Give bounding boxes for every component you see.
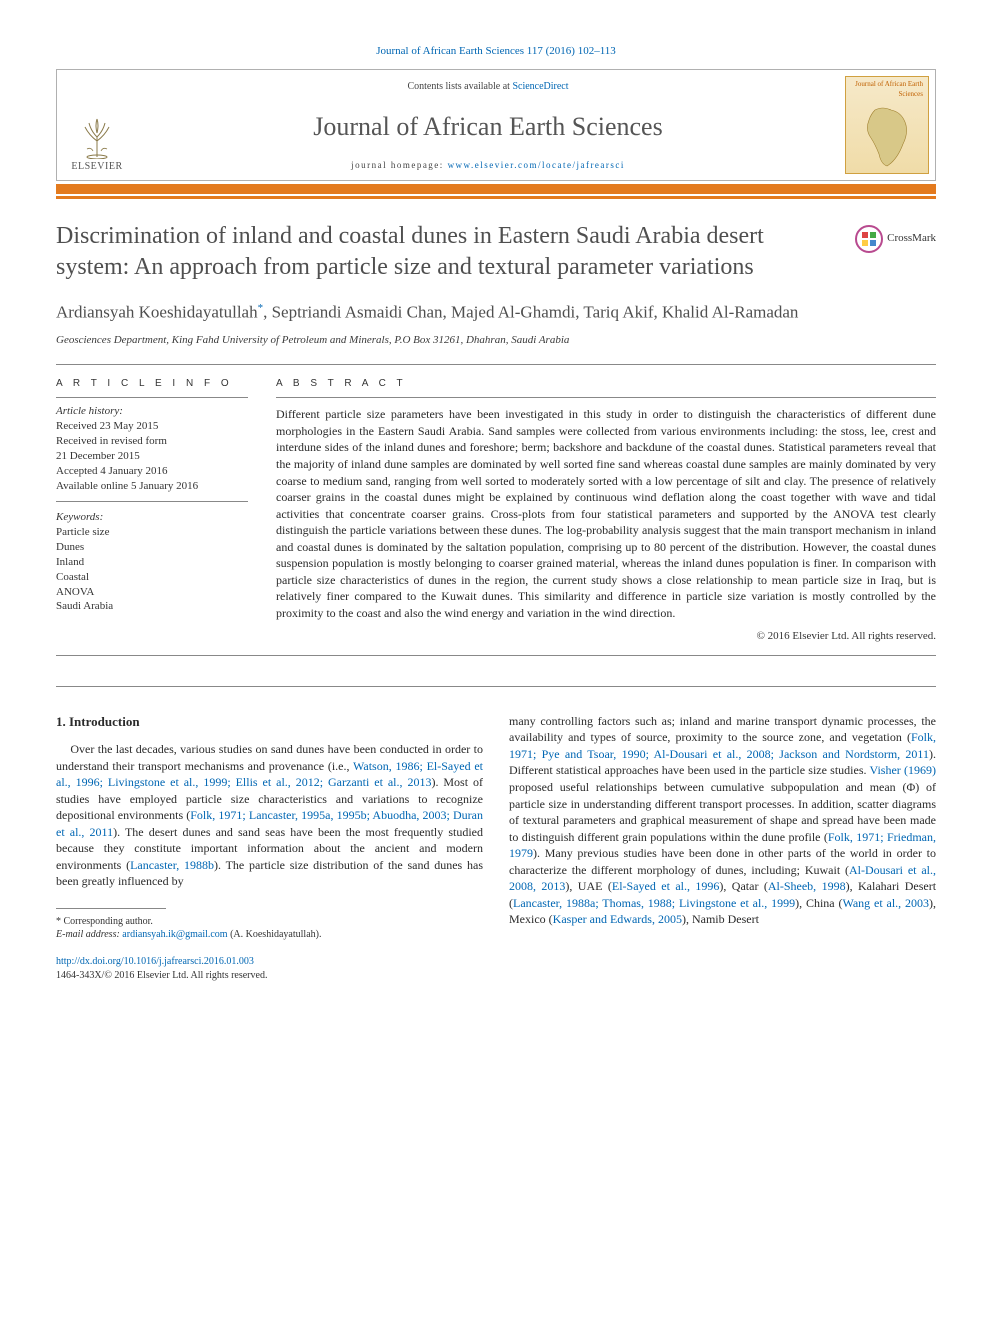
keywords-list: Particle size Dunes Inland Coastal ANOVA… — [56, 525, 248, 614]
header-accent-bars — [56, 184, 936, 199]
homepage-link[interactable]: www.elsevier.com/locate/jafrearsci — [448, 160, 625, 170]
journal-name: Journal of African Earth Sciences — [143, 109, 833, 145]
divider — [56, 364, 936, 365]
journal-header: ELSEVIER Contents lists available at Sci… — [56, 69, 936, 181]
elsevier-logo: ELSEVIER — [57, 70, 137, 180]
author-list: Ardiansyah Koeshidayatullah*, Septriandi… — [56, 301, 936, 325]
cover-title: Journal of African Earth Sciences — [849, 80, 925, 100]
article-history: Article history: Received 23 May 2015 Re… — [56, 404, 248, 614]
issn-line: 1464-343X/© 2016 Elsevier Ltd. All right… — [56, 969, 483, 983]
doi-block: http://dx.doi.org/10.1016/j.jafrearsci.2… — [56, 955, 483, 983]
crossmark-icon — [855, 225, 883, 253]
history-revised-1: Received in revised form — [56, 434, 248, 449]
sciencedirect-link[interactable]: ScienceDirect — [512, 81, 568, 92]
affiliation: Geosciences Department, King Fahd Univer… — [56, 333, 936, 348]
footnote-email-link[interactable]: ardiansyah.ik@gmail.com — [122, 929, 227, 940]
africa-map-icon — [857, 104, 917, 170]
footnote-corresponding: * Corresponding author. — [56, 915, 483, 928]
contents-prefix: Contents lists available at — [407, 81, 512, 92]
homepage-line: journal homepage: www.elsevier.com/locat… — [143, 159, 833, 172]
keyword: Dunes — [56, 540, 248, 555]
keyword: ANOVA — [56, 585, 248, 600]
keyword: Saudi Arabia — [56, 599, 248, 614]
keyword: Particle size — [56, 525, 248, 540]
footnote-email-label: E-mail address: — [56, 929, 120, 940]
keyword: Coastal — [56, 570, 248, 585]
copyright-line: © 2016 Elsevier Ltd. All rights reserved… — [276, 629, 936, 644]
abstract-label: A B S T R A C T — [276, 377, 936, 391]
keywords-label: Keywords: — [56, 510, 248, 525]
crossmark-badge[interactable]: CrossMark — [855, 225, 936, 253]
keyword: Inland — [56, 555, 248, 570]
abstract-text: Different particle size parameters have … — [276, 406, 936, 621]
section-heading: 1. Introduction — [56, 713, 483, 731]
article-title: Discrimination of inland and coastal dun… — [56, 221, 841, 283]
history-accepted: Accepted 4 January 2016 — [56, 464, 248, 479]
footnote-separator — [56, 908, 166, 909]
history-revised-2: 21 December 2015 — [56, 449, 248, 464]
contents-available: Contents lists available at ScienceDirec… — [143, 80, 833, 94]
section-divider — [56, 686, 936, 687]
elsevier-label: ELSEVIER — [71, 160, 122, 174]
history-online: Available online 5 January 2016 — [56, 479, 248, 494]
citation-line: Journal of African Earth Sciences 117 (2… — [56, 44, 936, 59]
footnote-email-tail: (A. Koeshidayatullah). — [228, 929, 322, 940]
author-primary: Ardiansyah Koeshidayatullah — [56, 303, 258, 322]
footnote-block: * Corresponding author. E-mail address: … — [56, 915, 483, 941]
crossmark-label: CrossMark — [887, 231, 936, 246]
intro-paragraph-left: Over the last decades, various studies o… — [56, 741, 483, 890]
journal-cover-thumb: Journal of African Earth Sciences — [845, 76, 929, 174]
article-info-label: A R T I C L E I N F O — [56, 377, 248, 391]
elsevier-tree-icon — [72, 110, 122, 160]
intro-paragraph-right: many controlling factors such as; inland… — [509, 713, 936, 928]
doi-link[interactable]: http://dx.doi.org/10.1016/j.jafrearsci.2… — [56, 956, 254, 967]
history-label: Article history: — [56, 404, 248, 419]
history-received: Received 23 May 2015 — [56, 419, 248, 434]
author-rest: , Septriandi Asmaidi Chan, Majed Al-Gham… — [263, 303, 798, 322]
homepage-prefix: journal homepage: — [351, 160, 447, 170]
